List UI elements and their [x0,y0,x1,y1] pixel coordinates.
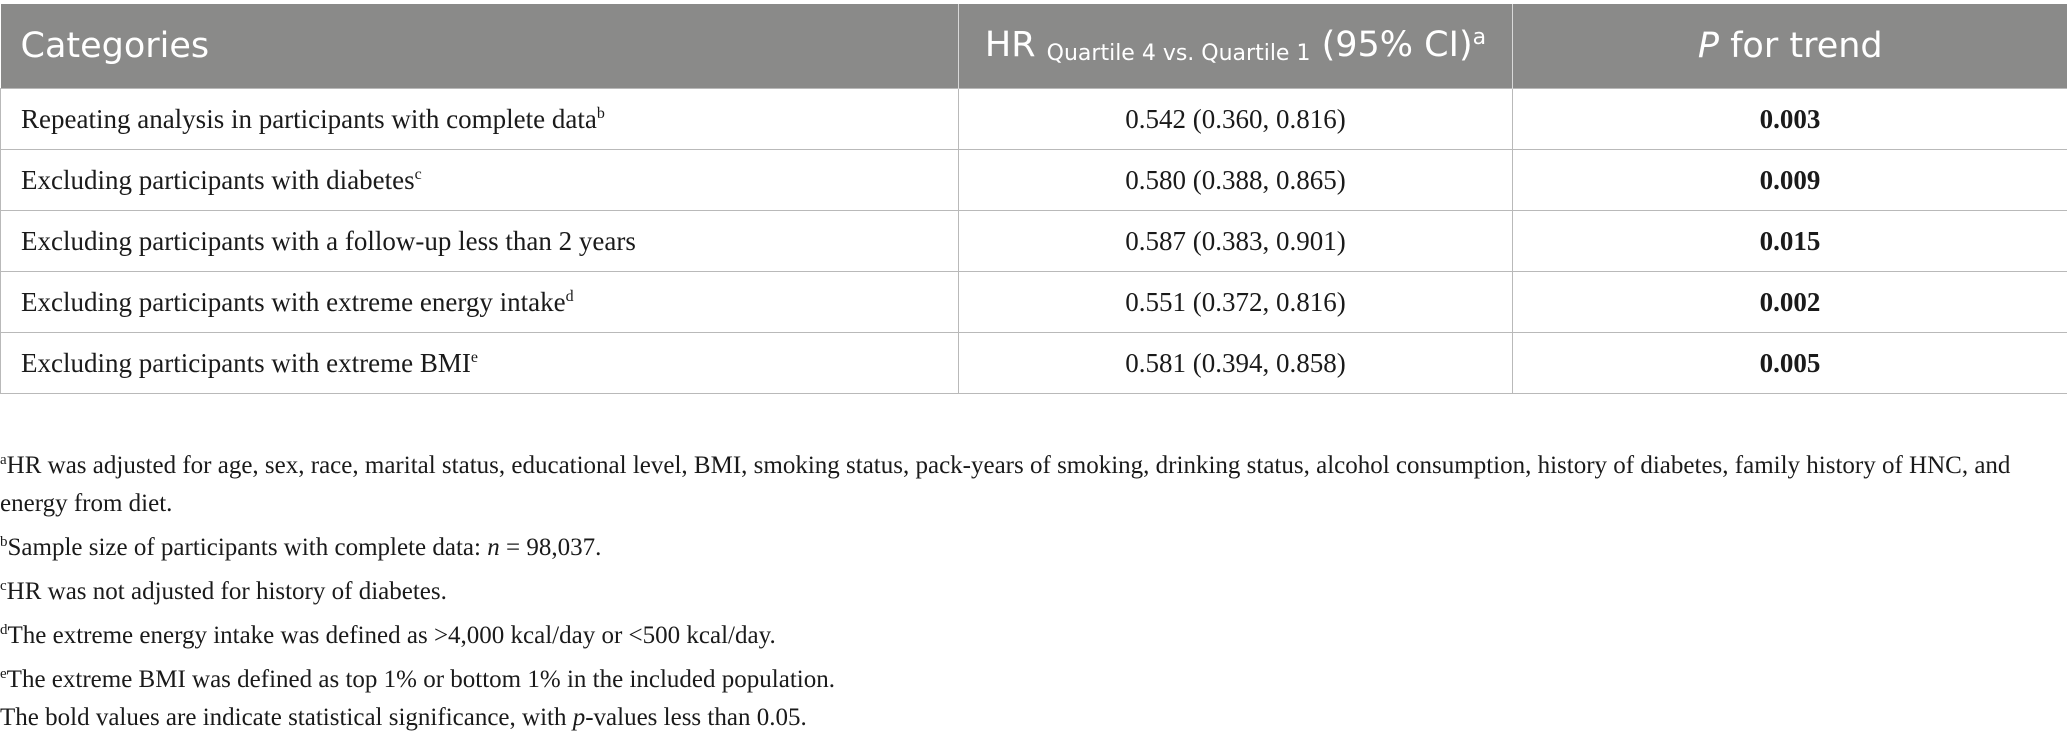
row-category: Excluding participants with diabetes [21,165,415,195]
sensitivity-table-container: Categories HR Quartile 4 vs. Quartile 1 … [0,4,2067,394]
row-category-cell: Excluding participants with a follow-up … [1,211,959,272]
footnote-a: aHR was adjusted for age, sex, race, mar… [0,441,2060,523]
footnote-n-symbol: n [487,534,500,561]
footnote-d: dThe extreme energy intake was defined a… [0,611,2060,655]
row-hr: 0.581 (0.394, 0.858) [959,333,1513,394]
row-category: Repeating analysis in participants with … [21,104,597,134]
header-categories: Categories [1,4,959,89]
table-row: Excluding participants with diabetesc 0.… [1,150,2067,211]
row-category-cell: Repeating analysis in participants with … [1,89,959,150]
table-row: Excluding participants with extreme ener… [1,272,2067,333]
header-hr-prefix: HR [985,25,1036,65]
footnote-text: The extreme BMI was defined as top 1% or… [7,666,835,693]
header-p-for-trend: P for trend [1513,4,2067,89]
row-hr: 0.542 (0.360, 0.816) [959,89,1513,150]
row-superscript: c [415,166,422,183]
row-superscript: b [597,105,605,122]
footnote-marker: a [0,452,7,468]
header-hr-superscript: a [1473,25,1486,50]
footnote-text: HR was not adjusted for history of diabe… [7,578,447,605]
footnote-text: HR was adjusted for age, sex, race, mari… [0,452,2010,517]
sensitivity-analysis-table: Categories HR Quartile 4 vs. Quartile 1 … [0,4,2067,394]
footnote-p-symbol: p [573,704,586,731]
row-p-value: 0.002 [1513,272,2067,333]
row-category-cell: Excluding participants with extreme ener… [1,272,959,333]
header-hr-subscript: Quartile 4 vs. Quartile 1 [1047,41,1311,66]
table-footnotes: aHR was adjusted for age, sex, race, mar… [0,441,2060,737]
footnote-marker: d [0,622,8,638]
footnote-e: eThe extreme BMI was defined as top 1% o… [0,655,2060,699]
row-hr: 0.551 (0.372, 0.816) [959,272,1513,333]
row-p-value: 0.015 [1513,211,2067,272]
footnote-marker: b [0,534,8,550]
row-p-value: 0.005 [1513,333,2067,394]
footnote-marker: c [0,578,7,594]
header-p-italic: P [1698,26,1719,66]
row-category: Excluding participants with extreme BMI [21,348,471,378]
row-superscript: e [471,349,478,366]
footnote-text-end: = 98,037. [500,534,602,561]
footnote-c: cHR was not adjusted for history of diab… [0,567,2060,611]
header-hr-ci: (95% CI) [1322,25,1473,65]
footnote-text: The extreme energy intake was defined as… [8,622,776,649]
footnote-text: The bold values are indicate statistical… [0,704,573,731]
footnote-text: Sample size of participants with complet… [8,534,488,561]
row-category-cell: Excluding participants with diabetesc [1,150,959,211]
table-header-row: Categories HR Quartile 4 vs. Quartile 1 … [1,4,2067,89]
row-category-cell: Excluding participants with extreme BMIe [1,333,959,394]
footnote-bold-values: The bold values are indicate statistical… [0,699,2060,737]
footnote-b: bSample size of participants with comple… [0,523,2060,567]
footnote-marker: e [0,666,7,682]
row-hr: 0.580 (0.388, 0.865) [959,150,1513,211]
row-p-value: 0.003 [1513,89,2067,150]
row-superscript: d [566,288,574,305]
row-category: Excluding participants with extreme ener… [21,287,566,317]
header-hr: HR Quartile 4 vs. Quartile 1 (95% CI)a [959,4,1513,89]
row-p-value: 0.009 [1513,150,2067,211]
table-row: Repeating analysis in participants with … [1,89,2067,150]
footnote-text-end: -values less than 0.05. [585,704,806,731]
row-hr: 0.587 (0.383, 0.901) [959,211,1513,272]
table-row: Excluding participants with extreme BMIe… [1,333,2067,394]
header-p-rest: for trend [1719,26,1883,66]
row-category: Excluding participants with a follow-up … [21,226,636,256]
table-row: Excluding participants with a follow-up … [1,211,2067,272]
